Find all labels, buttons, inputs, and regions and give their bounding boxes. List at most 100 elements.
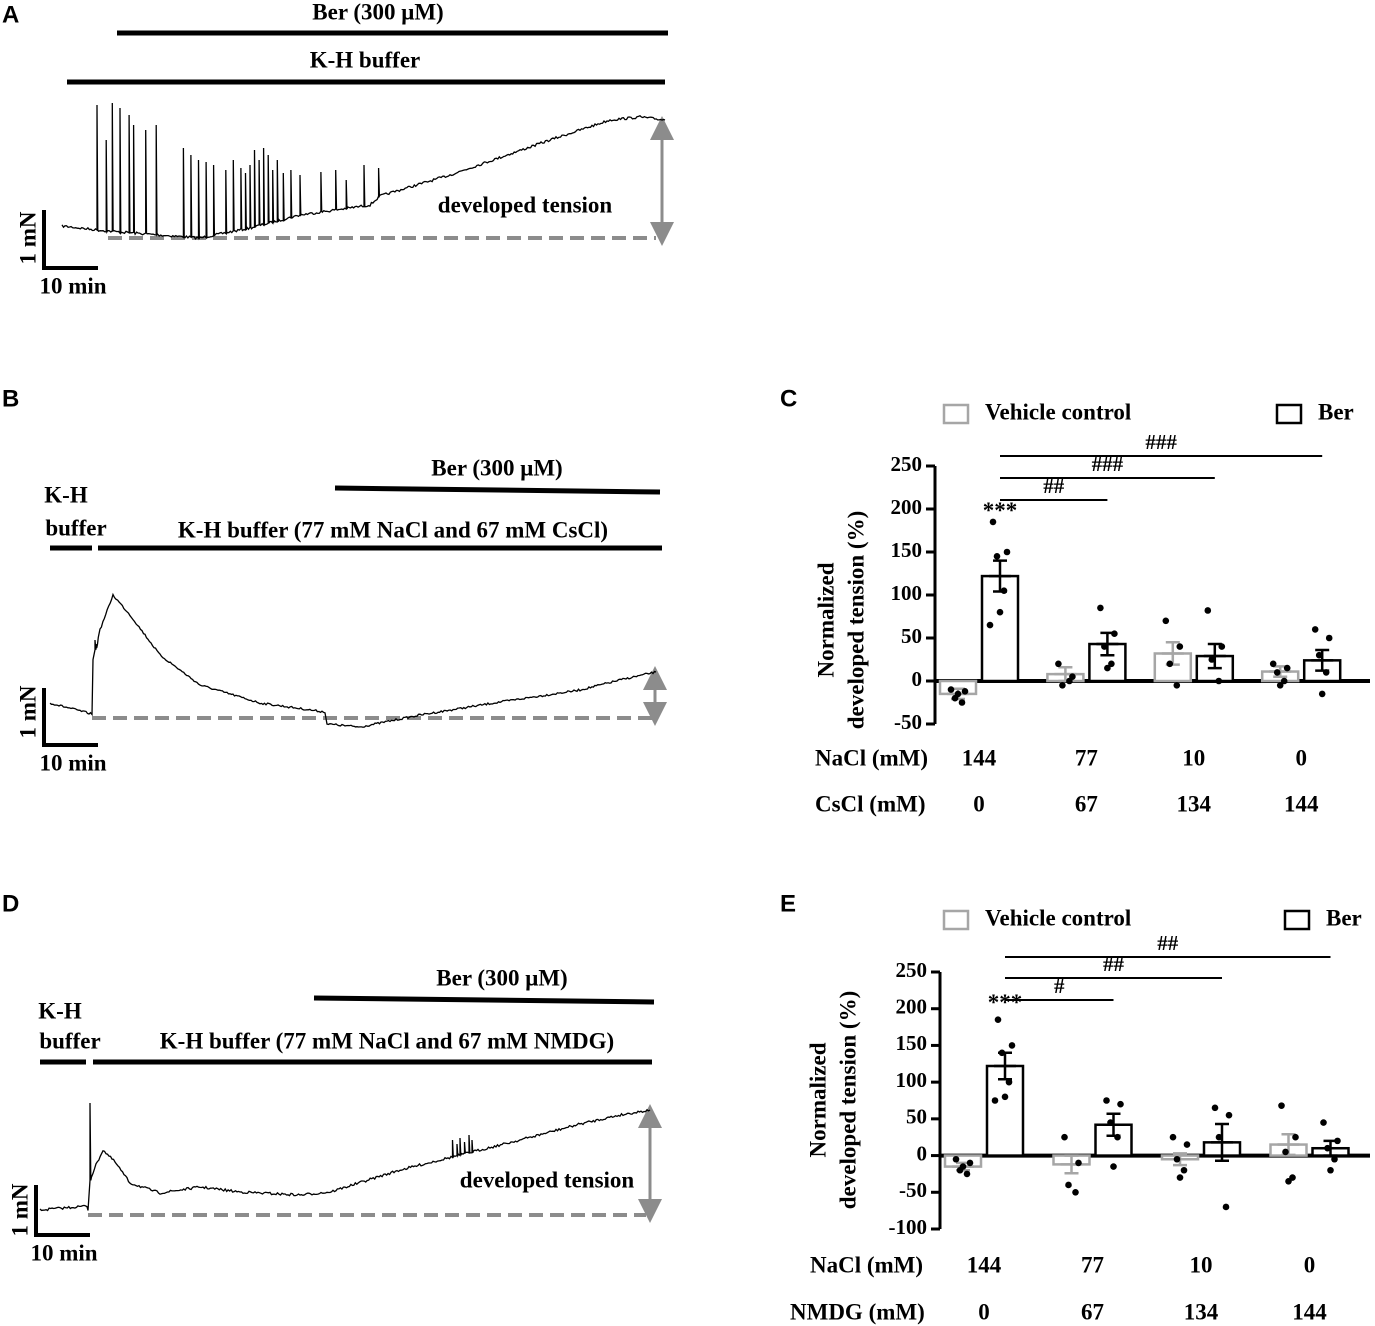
pre-buffer-label: buffer: [45, 515, 106, 540]
data-point: [1072, 1188, 1079, 1196]
data-point: [1103, 1097, 1110, 1104]
y-tick-label: 200: [896, 995, 928, 1019]
data-point: [1311, 626, 1319, 633]
row-label: CsCl (mM): [815, 791, 926, 816]
comparison-label: ##: [1043, 474, 1065, 498]
data-point: [1104, 664, 1111, 672]
y-tick-label: 250: [891, 452, 923, 476]
data-point: [1000, 587, 1008, 594]
y-tick-label: -50: [894, 710, 922, 734]
buffer-label: K-H buffer (77 mM NaCl and 67 mM NMDG): [160, 1028, 614, 1053]
data-point: [1108, 660, 1115, 668]
y-tick-label: 50: [901, 624, 922, 648]
data-point: [1278, 1102, 1285, 1109]
data-point: [1101, 643, 1108, 650]
pre-buffer-label: buffer: [39, 1028, 100, 1053]
panel-letter: D: [2, 890, 19, 917]
error-bar: [1211, 1122, 1233, 1162]
data-point: [1008, 1042, 1016, 1049]
error-bar: [1311, 648, 1334, 672]
y-tick-label: 200: [891, 495, 923, 519]
data-point: [961, 688, 969, 695]
error-bar: [1161, 641, 1184, 666]
scale-bar: [42, 210, 98, 270]
data-point: [1215, 1133, 1223, 1141]
row-value: 144: [1292, 1299, 1327, 1324]
annotation: developed tension: [438, 192, 613, 217]
y-tick-label: 150: [891, 538, 923, 562]
row-value: 67: [1075, 791, 1098, 816]
data-point: [1111, 630, 1118, 637]
data-point: [1183, 1141, 1191, 1148]
data-point: [1005, 1078, 1013, 1086]
data-point: [1215, 677, 1223, 685]
trace: [39, 1102, 651, 1212]
data-point: [1061, 1133, 1068, 1141]
drug-bar: [334, 485, 661, 495]
data-point: [1173, 682, 1181, 689]
data-point: [1334, 1137, 1341, 1145]
row-value: 0: [978, 1299, 990, 1324]
data-point: [1318, 690, 1326, 698]
panel-letter: A: [2, 1, 19, 28]
data-point: [959, 1163, 967, 1170]
scale-bar: [42, 688, 98, 747]
y-axis-label: Normalized: [813, 562, 838, 677]
scale-x-label: 10 min: [39, 750, 106, 775]
data-point: [1322, 669, 1330, 676]
error-bar: [1096, 631, 1119, 657]
row-value: 134: [1184, 1299, 1219, 1324]
data-point: [1059, 682, 1066, 689]
y-tick-label: -100: [889, 1215, 928, 1239]
significance: ***: [983, 498, 1018, 523]
y-tick-label: 250: [896, 958, 928, 982]
error-bar: [1054, 665, 1077, 683]
trace: [61, 102, 666, 241]
data-point: [1222, 1203, 1230, 1211]
data-point: [958, 699, 966, 706]
legend-swatch: [1283, 909, 1311, 931]
drug-bar: [313, 995, 655, 1005]
data-point: [952, 1155, 960, 1163]
row-value: 77: [1075, 745, 1098, 770]
data-point: [1225, 1111, 1233, 1119]
legend-swatch: [942, 403, 970, 425]
row-value: 0: [1295, 745, 1307, 770]
pre-buffer-label: K-H: [38, 998, 82, 1023]
y-tick-label: -50: [899, 1178, 927, 1202]
scale-y-label: 1 mN: [15, 685, 40, 738]
data-point: [1114, 1133, 1121, 1141]
trace: [49, 592, 657, 728]
y-axis-label: Normalized: [805, 1042, 830, 1157]
buffer-label: K-H buffer: [310, 47, 421, 72]
data-point: [963, 1170, 971, 1178]
data-point: [991, 1097, 999, 1104]
row-value: 144: [962, 745, 997, 770]
data-point: [1218, 643, 1226, 650]
data-point: [947, 686, 955, 693]
legend-swatch: [1275, 403, 1303, 425]
row-value: 0: [973, 791, 985, 816]
comparison-label: ##: [1103, 952, 1125, 976]
row-value: 144: [967, 1252, 1002, 1277]
data-point: [1292, 1133, 1299, 1141]
buffer-label: K-H buffer (77 mM NaCl and 67 mM CsCl): [178, 517, 608, 542]
error-bar: [989, 559, 1011, 593]
data-point: [986, 621, 994, 629]
drug-label: Ber (300 μM): [431, 455, 562, 480]
significance: ***: [988, 990, 1023, 1015]
data-point: [1320, 1119, 1327, 1126]
data-point: [1176, 643, 1184, 650]
data-point: [998, 1049, 1006, 1057]
row-label: NaCl (mM): [815, 745, 928, 770]
row-value: 67: [1081, 1299, 1104, 1324]
data-point: [1003, 548, 1011, 556]
data-point: [1204, 607, 1212, 614]
scale-y-label: 1 mN: [15, 211, 40, 264]
error-bar: [1060, 1154, 1083, 1175]
data-point: [1211, 1104, 1219, 1112]
data-point: [1065, 1181, 1072, 1189]
data-point: [1276, 682, 1284, 689]
data-point: [1180, 1166, 1188, 1174]
